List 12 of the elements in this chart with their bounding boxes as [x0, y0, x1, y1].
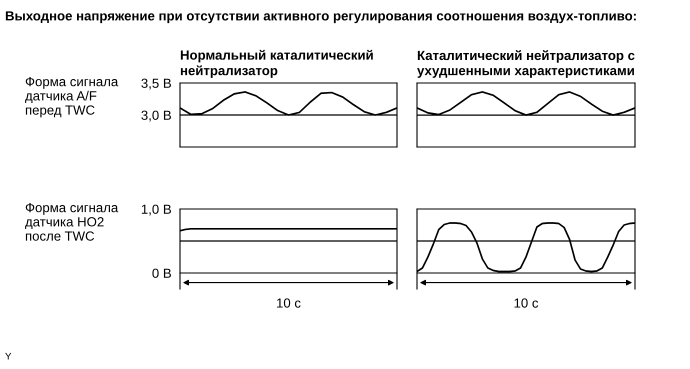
- chart-title: Выходное напряжение при отсутствии активного регулирования соотношения воздух-топливо:: [6, 11, 636, 24]
- text: Y: [5, 352, 12, 360]
- chart-title: Каталитический нейтрализатор с ухудшенными характеристиками: [417, 50, 635, 78]
- y-axis-title: Форма сигнала датчика HO2 после TWC: [25, 203, 118, 241]
- y-tick-label: 3,0 В: [141, 110, 171, 122]
- y-tick-label: 0 В: [152, 268, 171, 278]
- y-tick-label: 1,0 В: [142, 204, 171, 216]
- y-tick-label: 3,5 В: [141, 78, 171, 90]
- y-axis-title: Форма сигнала датчика A/F перед TWC: [25, 77, 118, 118]
- chart-subtitle: Нормальный каталитический нейтрализатор: [180, 50, 373, 78]
- x-axis-title: 10 с: [277, 298, 301, 308]
- x-axis-title: 10 с: [514, 298, 538, 308]
